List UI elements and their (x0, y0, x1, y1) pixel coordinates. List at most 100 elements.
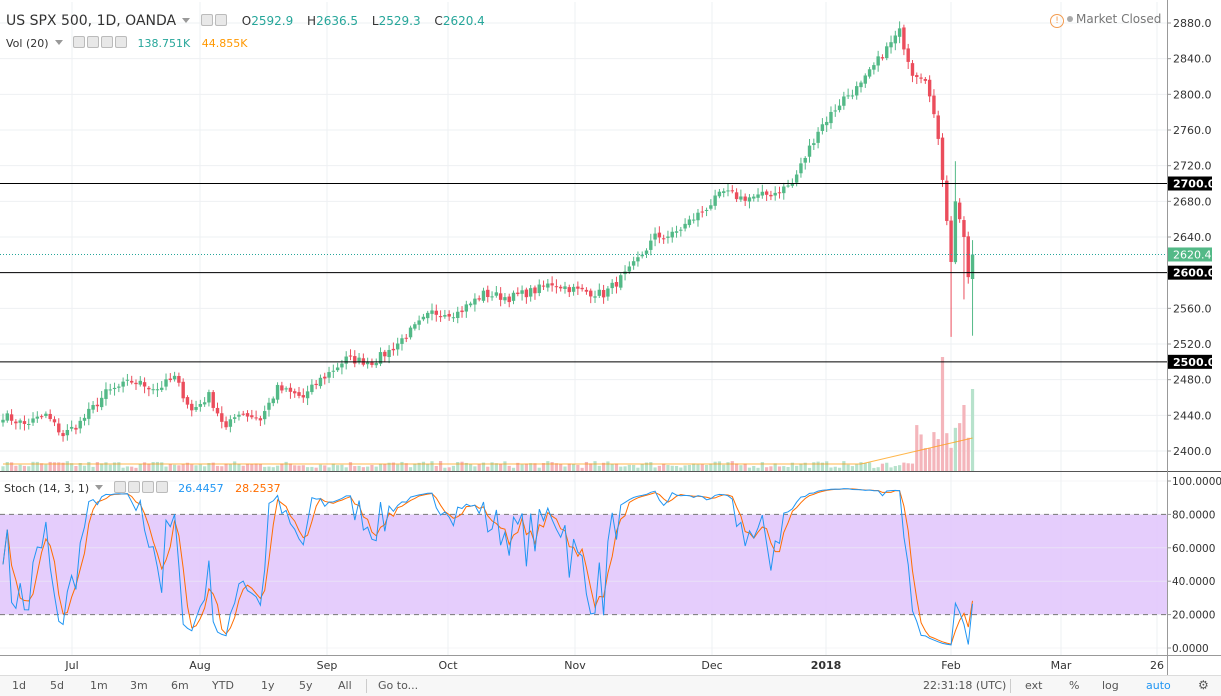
volume-bar (48, 461, 52, 471)
volume-bar (945, 433, 949, 471)
candle (468, 303, 473, 306)
eye-icon[interactable] (200, 14, 213, 26)
volume-bar (623, 466, 627, 471)
volume-bar (430, 461, 434, 471)
symbol-title[interactable]: US SPX 500, 1D, OANDA (6, 13, 177, 29)
candle (125, 379, 130, 381)
volume-bar (387, 462, 391, 471)
plus-icon[interactable] (101, 36, 114, 48)
volume-bar (786, 467, 790, 471)
gear-icon[interactable] (127, 481, 140, 493)
symbol-legend: US SPX 500, 1D, OANDA O2592.9 H2636.5 L2… (6, 13, 485, 29)
candle (910, 63, 915, 76)
log-button[interactable]: log (1102, 679, 1119, 692)
candle (932, 95, 936, 115)
low-value: 2529.3 (378, 14, 421, 28)
range-all-button[interactable]: All (338, 679, 352, 692)
candle (803, 157, 807, 163)
range-3m-button[interactable]: 3m (130, 679, 148, 692)
high-value: 2636.5 (316, 14, 359, 28)
volume-bar (516, 462, 520, 471)
volume-bar (340, 464, 344, 471)
volume-bar (687, 464, 691, 471)
volume-bar (850, 466, 855, 471)
chevron-down-icon[interactable] (54, 40, 63, 45)
volume-bar (898, 465, 902, 471)
volume-bar (782, 466, 786, 471)
range-5d-button[interactable]: 5d (50, 679, 64, 692)
candle (404, 337, 408, 339)
volume-bar (207, 463, 211, 471)
level-tag-label: 2700.0 (1173, 178, 1216, 191)
goto-button[interactable]: Go to... (378, 679, 419, 692)
eye-icon[interactable] (113, 481, 126, 493)
settings-gear-icon[interactable]: ⚙ (1198, 678, 1209, 692)
candle (919, 77, 923, 79)
volume-bar (709, 463, 713, 471)
volume-bar (267, 466, 271, 471)
candle (606, 288, 610, 297)
range-1m-button[interactable]: 1m (90, 679, 108, 692)
candle (846, 95, 850, 97)
volume-bar (164, 466, 168, 471)
range-5y-button[interactable]: 5y (299, 679, 313, 692)
volume-bar (14, 465, 18, 471)
ext-button[interactable]: ext (1025, 679, 1043, 692)
level-tag (1168, 354, 1212, 369)
eye-icon[interactable] (73, 36, 86, 48)
stoch-d-line (2, 488, 973, 645)
range-1y-button[interactable]: 1y (261, 679, 275, 692)
candle (546, 283, 550, 288)
volume-bar (571, 464, 576, 471)
volume-bar (469, 464, 473, 471)
range-ytd-button[interactable]: YTD (212, 679, 234, 692)
candle (743, 196, 747, 201)
time-tick-label: 2018 (811, 659, 842, 672)
chart-canvas[interactable]: 2880.02840.02800.02760.02720.02680.02640… (0, 0, 1221, 675)
candle (14, 421, 18, 424)
auto-button[interactable]: auto (1146, 679, 1171, 692)
gear-icon[interactable] (87, 36, 100, 48)
range-6m-button[interactable]: 6m (171, 679, 189, 692)
candle (644, 250, 649, 254)
candle (383, 351, 387, 357)
candle (498, 293, 503, 300)
price-tick-label: 2560.0 (1173, 302, 1212, 315)
volume-legend: Vol (20) 138.751K 44.855K (6, 36, 247, 50)
open-value: 2592.9 (251, 14, 294, 28)
candle (447, 313, 451, 317)
stoch-label[interactable]: Stoch (14, 3, 1) (4, 482, 90, 495)
volume-bar (640, 464, 644, 471)
volume-bar (550, 462, 554, 471)
volume-bar (408, 467, 413, 471)
gear-icon[interactable] (214, 14, 227, 26)
volume-bar (893, 465, 897, 471)
volume-bar (100, 463, 104, 471)
chevron-down-icon[interactable] (95, 485, 104, 490)
candle (310, 384, 314, 393)
volume-bar (885, 462, 889, 471)
range-1d-button[interactable]: 1d (12, 679, 26, 692)
candle (842, 96, 846, 106)
close-icon[interactable] (155, 481, 168, 493)
close-icon[interactable] (115, 36, 128, 48)
volume-bar (825, 461, 829, 471)
volume-bar (434, 465, 438, 471)
candle (533, 287, 537, 294)
candle (121, 381, 125, 387)
percent-button[interactable]: % (1069, 679, 1080, 692)
candle (460, 310, 464, 313)
volume-bar (855, 464, 859, 471)
last-price-tag (1168, 247, 1212, 262)
candle (177, 376, 181, 383)
chevron-down-icon[interactable] (182, 18, 191, 23)
candle (576, 286, 580, 289)
candle (395, 343, 400, 350)
volume-bar (867, 462, 872, 471)
plus-icon[interactable] (141, 481, 154, 493)
time-tick-label: Jul (64, 659, 78, 672)
volume-bar (305, 467, 310, 471)
volume-label[interactable]: Vol (20) (6, 37, 49, 50)
volume-bar (807, 467, 812, 471)
warning-icon[interactable]: ! (1050, 14, 1064, 28)
